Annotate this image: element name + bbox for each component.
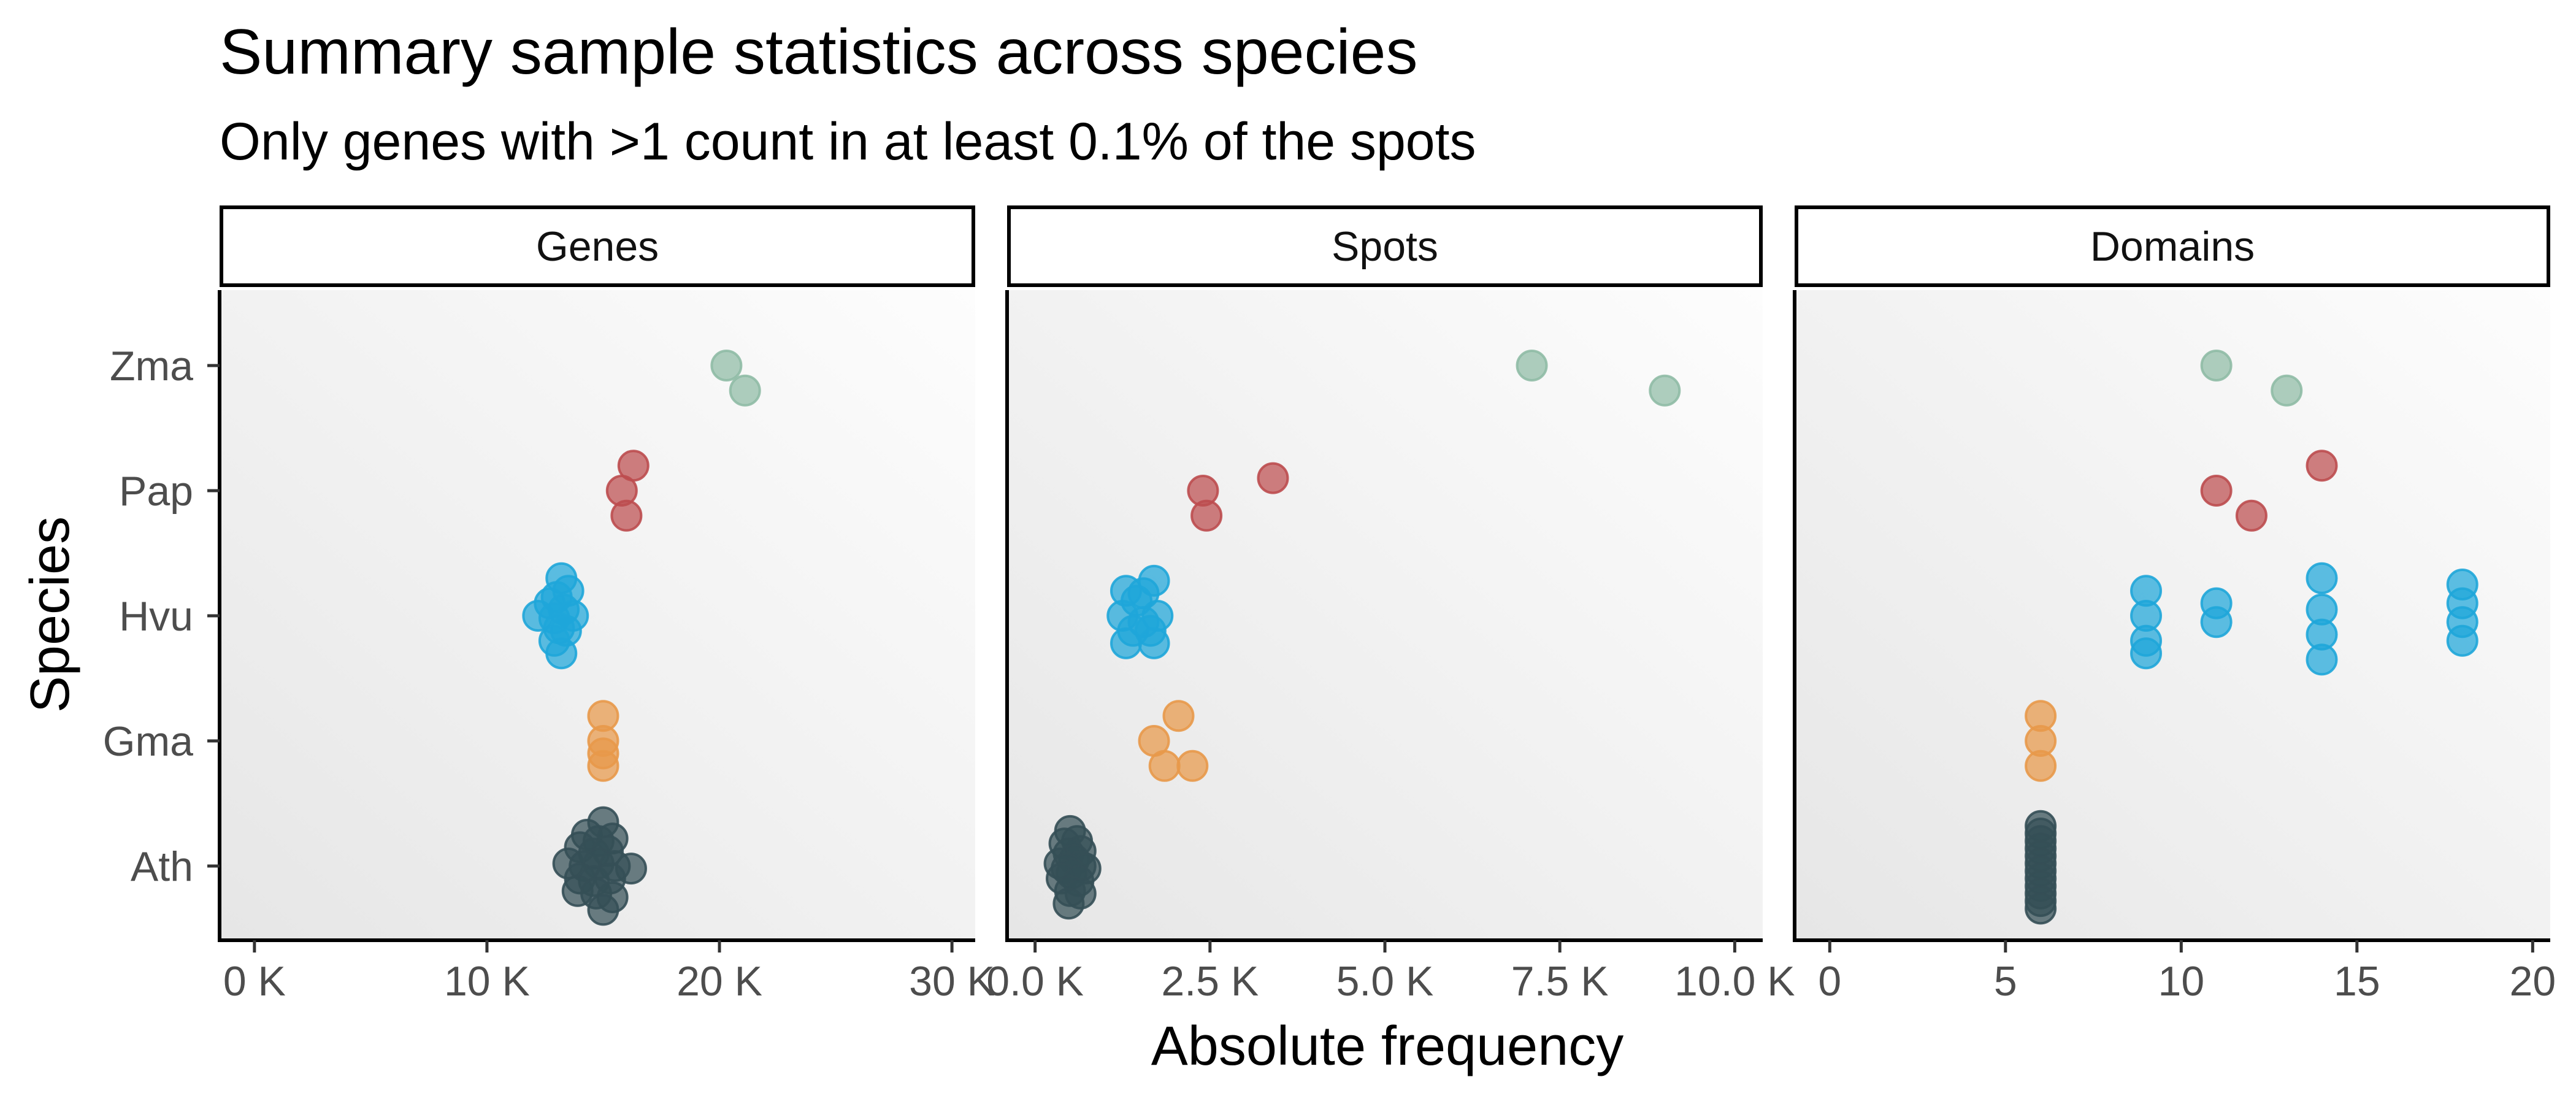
- x-tick-label: 7.5 K: [1511, 958, 1609, 1005]
- x-tick-label: 0 K: [223, 958, 286, 1005]
- x-tick-label: 5.0 K: [1336, 958, 1434, 1005]
- data-point-zma: [710, 350, 743, 381]
- data-point-hvu: [2306, 562, 2338, 594]
- data-point-pap: [2235, 499, 2267, 532]
- data-point-pap: [2306, 450, 2338, 482]
- series-zma: [710, 350, 761, 407]
- series-hvu: [2130, 562, 2478, 676]
- x-tick-label: 30 K: [909, 958, 995, 1005]
- x-tick-label: 0: [1818, 958, 1841, 1005]
- x-tick-label: 10.0 K: [1674, 958, 1795, 1005]
- data-point-gma: [1148, 749, 1181, 782]
- series-hvu: [522, 562, 589, 670]
- x-tick-label: 15: [2334, 958, 2380, 1005]
- facet-strip-spots: [1007, 205, 1763, 287]
- data-point-ath: [587, 894, 619, 926]
- data-point-ath: [1052, 887, 1085, 920]
- y-axis-title: Species: [20, 516, 81, 713]
- data-point-hvu: [2200, 606, 2233, 638]
- panel-genes: Genes 0 K 10 K 20 K 30 K: [218, 205, 995, 1005]
- data-point-pap: [2200, 475, 2233, 507]
- data-point-zma: [2271, 374, 2303, 407]
- y-tick-label-gma: Gma: [103, 718, 194, 765]
- data-point-hvu: [1138, 627, 1170, 659]
- data-point-pap: [1190, 499, 1223, 532]
- facet-label-spots: Spots: [1332, 223, 1438, 270]
- y-tick-label-pap: Pap: [119, 468, 193, 515]
- data-point-hvu: [2446, 624, 2478, 657]
- data-point-hvu: [1110, 627, 1142, 659]
- series-ath: [1043, 815, 1102, 920]
- x-tick-label: 20 K: [677, 958, 762, 1005]
- facet-strip-genes: [220, 205, 975, 287]
- x-tick-label: 20: [2510, 958, 2556, 1005]
- series-gma: [1138, 700, 1209, 782]
- y-tick-label-ath: Ath: [131, 843, 193, 890]
- facet-panels: Genes 0 K 10 K 20 K 30 K Spots 0.0 K 2.5 K 5.0 K…: [218, 205, 2556, 1005]
- data-point-hvu: [2306, 643, 2338, 676]
- chart-subtitle: Only genes with >1 count in at least 0.1…: [220, 112, 1476, 171]
- facet-label-genes: Genes: [536, 223, 659, 270]
- panel-background: [1795, 290, 2550, 940]
- data-point-zma: [729, 374, 761, 407]
- data-point-gma: [2025, 749, 2057, 782]
- x-tick-label: 10: [2158, 958, 2205, 1005]
- series-zma: [1516, 350, 1681, 407]
- data-point-gma: [1162, 700, 1195, 732]
- data-point-pap: [610, 499, 643, 532]
- data-point-hvu: [545, 637, 578, 670]
- panel-spots: Spots 0.0 K 2.5 K 5.0 K 7.5 K 10.0 K: [986, 205, 1795, 1005]
- series-gma: [587, 700, 619, 782]
- facet-strip-domains: [1795, 205, 2550, 287]
- x-tick-label: 5: [1994, 958, 2017, 1005]
- series-gma: [2025, 700, 2057, 782]
- data-point-zma: [1649, 374, 1681, 407]
- data-point-gma: [1176, 749, 1209, 782]
- x-axis-title: Absolute frequency: [1151, 1016, 1624, 1077]
- y-tick-label-hvu: Hvu: [119, 593, 193, 640]
- data-point-zma: [1516, 350, 1548, 381]
- data-point-pap: [1257, 462, 1289, 494]
- series-pap: [605, 450, 650, 532]
- series-ath: [2025, 810, 2057, 925]
- x-tick-label: 2.5 K: [1161, 958, 1259, 1005]
- x-tick-label: 10 K: [444, 958, 530, 1005]
- y-axis: Ath Gma Hvu Pap Zma: [103, 343, 220, 890]
- data-point-gma: [587, 749, 619, 782]
- data-point-ath: [2025, 892, 2057, 925]
- series-ath: [552, 806, 647, 926]
- data-point-zma: [2200, 350, 2233, 381]
- series-pap: [1187, 462, 1289, 532]
- facet-label-domains: Domains: [2090, 223, 2255, 270]
- data-point-hvu: [2130, 637, 2163, 670]
- x-tick-label: 0.0 K: [986, 958, 1084, 1005]
- panel-domains: Domains 0 5 10 15 20: [1793, 205, 2556, 1005]
- y-tick-label-zma: Zma: [110, 343, 193, 389]
- series-hvu: [1106, 564, 1174, 659]
- series-zma: [2200, 350, 2303, 407]
- chart-title: Summary sample statistics across species: [220, 17, 1417, 88]
- series-pap: [2200, 450, 2338, 532]
